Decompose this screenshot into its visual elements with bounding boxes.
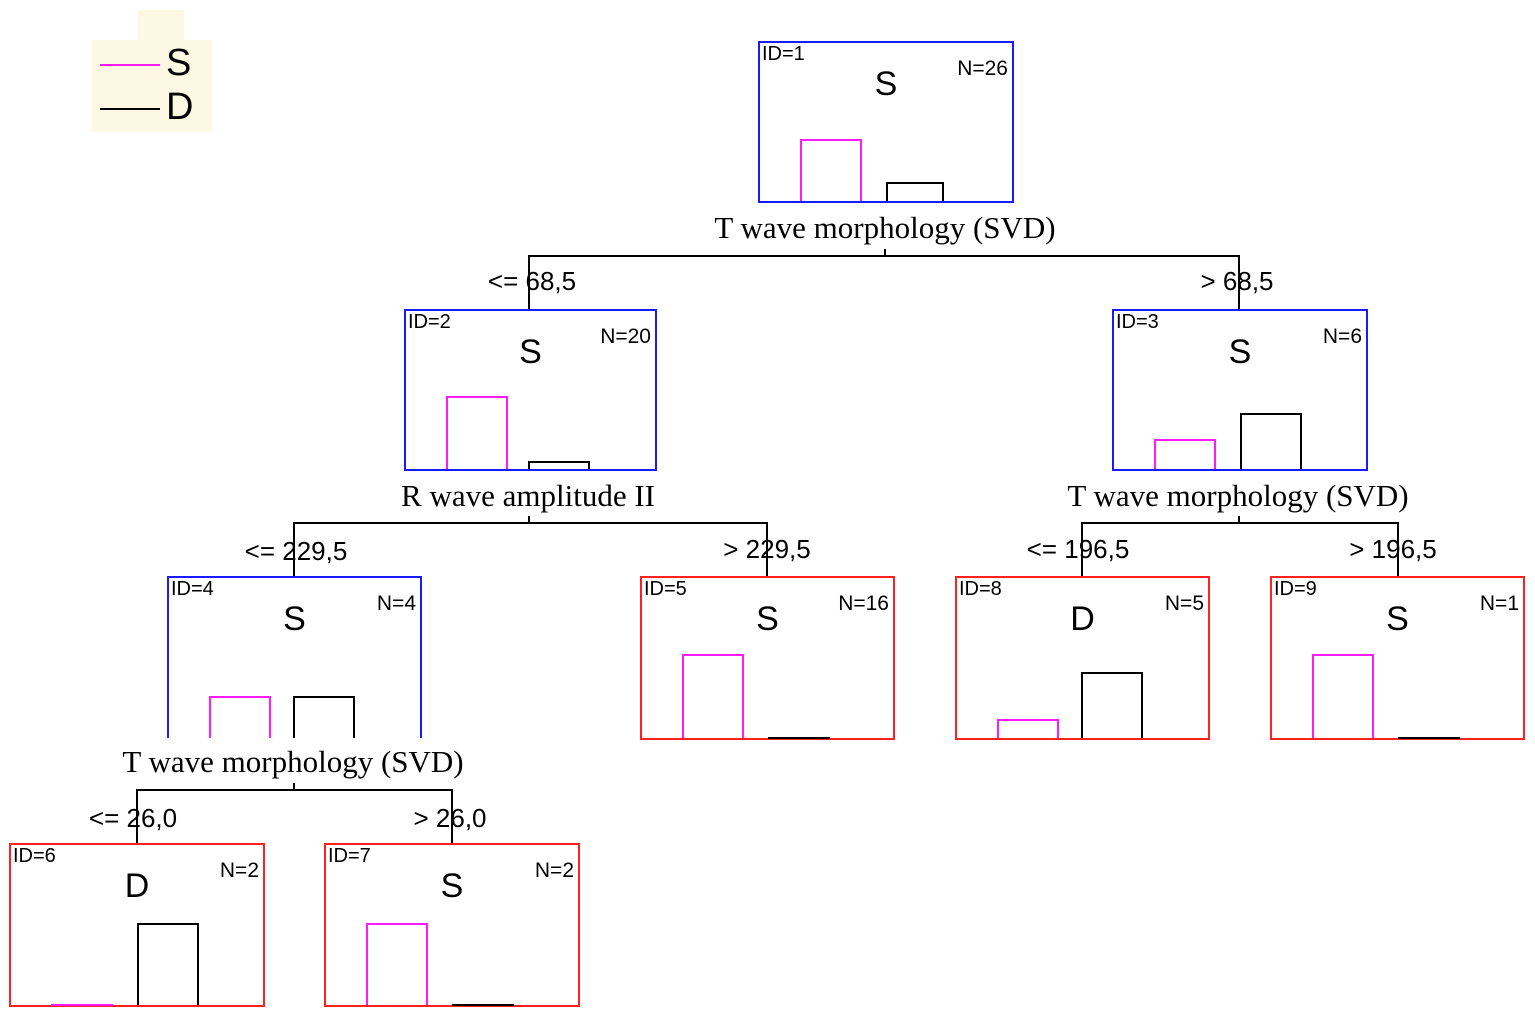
tree-node-1: ID=1 N=26 S — [758, 41, 1014, 203]
node-bar-s — [682, 654, 744, 738]
node-bar-d — [1081, 672, 1143, 738]
split-connector-tick — [1238, 516, 1240, 523]
node-predicted-class: D — [124, 867, 150, 905]
tree-node-4: ID=4 N=4 S — [167, 576, 422, 738]
branch-connector — [293, 522, 295, 578]
node-predicted-class: S — [283, 600, 306, 638]
node-bar-d-empty — [768, 737, 830, 739]
node-id-label: ID=5 — [644, 578, 687, 600]
split-connector — [528, 255, 1240, 257]
node-bar-d — [293, 696, 355, 738]
node-bar-s — [209, 696, 271, 738]
node-bar-s — [1312, 654, 1374, 738]
split-connector-tick — [293, 783, 295, 790]
split-connector — [136, 789, 453, 791]
node-count-label: N=16 — [838, 592, 889, 615]
split-connector-tick — [528, 516, 530, 523]
node-bar-s-empty — [51, 1004, 113, 1006]
node-bar-s — [997, 719, 1059, 738]
branch-connector — [1397, 522, 1399, 578]
tree-node-5: ID=5 N=16 S — [640, 576, 895, 740]
branch-connector — [136, 789, 138, 845]
node-bar-d — [137, 923, 199, 1005]
branch-condition-label: <= 196,5 — [1026, 534, 1130, 564]
node-bar-d — [886, 182, 944, 201]
node-count-label: N=20 — [600, 325, 651, 348]
tree-node-8: ID=8 N=5 D — [955, 576, 1210, 740]
node-id-label: ID=1 — [762, 43, 805, 65]
legend — [92, 40, 212, 132]
legend-label-s: S — [166, 42, 192, 84]
node-count-label: N=26 — [957, 57, 1008, 80]
legend-label-d: D — [166, 86, 194, 128]
node-id-label: ID=6 — [13, 845, 56, 867]
node-predicted-class: S — [440, 867, 464, 905]
branch-condition-label: <= 229,5 — [244, 536, 348, 566]
node-bar-d-empty — [452, 1004, 514, 1006]
tree-node-6: ID=6 N=2 D — [9, 843, 265, 1007]
node-count-label: N=5 — [1164, 592, 1204, 615]
node-predicted-class: S — [1386, 600, 1409, 638]
branch-condition-label: <= 68,5 — [487, 266, 577, 296]
node-bar-s — [800, 139, 862, 201]
branch-connector — [1238, 255, 1240, 311]
node-count-label: N=6 — [1322, 325, 1362, 348]
tree-node-9: ID=9 N=1 S — [1270, 576, 1525, 740]
node-id-label: ID=8 — [959, 578, 1002, 600]
node-predicted-class: S — [756, 600, 779, 638]
branch-connector — [528, 255, 530, 311]
split-connector — [293, 522, 767, 524]
split-variable-label: T wave morphology (SVD) — [714, 210, 1056, 245]
split-variable-label: R wave amplitude II — [401, 478, 655, 513]
tree-node-2: ID=2 N=20 S — [404, 309, 657, 471]
split-variable-label: T wave morphology (SVD) — [1067, 478, 1409, 513]
node-predicted-class: S — [519, 333, 542, 371]
tree-node-7: ID=7 N=2 S — [324, 843, 580, 1007]
branch-connector — [451, 789, 453, 845]
branch-condition-label: > 68,5 — [1200, 266, 1274, 296]
node-id-label: ID=9 — [1274, 578, 1317, 600]
node-predicted-class: S — [874, 65, 898, 103]
node-bar-d — [528, 461, 590, 469]
node-id-label: ID=7 — [328, 845, 371, 867]
node-bar-s — [1154, 439, 1216, 469]
node-predicted-class: D — [1070, 600, 1095, 638]
node-bar-d-empty — [1398, 737, 1460, 739]
split-variable-label: T wave morphology (SVD) — [122, 744, 464, 779]
node-bar-s — [446, 396, 508, 469]
branch-condition-label: > 26,0 — [413, 803, 487, 833]
branch-connector — [766, 522, 768, 578]
node-id-label: ID=3 — [1116, 311, 1159, 333]
branch-condition-label: <= 26,0 — [88, 803, 178, 833]
branch-condition-label: > 196,5 — [1349, 534, 1437, 564]
node-predicted-class: S — [1228, 333, 1252, 371]
legend-swatch-s — [100, 64, 160, 66]
node-count-label: N=1 — [1479, 592, 1519, 615]
node-bar-d — [1240, 413, 1302, 469]
node-bar-s — [366, 923, 428, 1005]
node-count-label: N=4 — [376, 592, 416, 615]
split-connector-tick — [884, 249, 886, 256]
node-id-label: ID=2 — [408, 311, 451, 333]
legend-background-tab — [138, 10, 184, 42]
node-count-label: N=2 — [219, 859, 259, 882]
node-id-label: ID=4 — [171, 578, 214, 600]
tree-node-3: ID=3 N=6 S — [1112, 309, 1368, 471]
legend-swatch-d — [100, 108, 160, 110]
node-count-label: N=2 — [534, 859, 574, 882]
split-connector — [1081, 522, 1398, 524]
branch-connector — [1081, 522, 1083, 578]
